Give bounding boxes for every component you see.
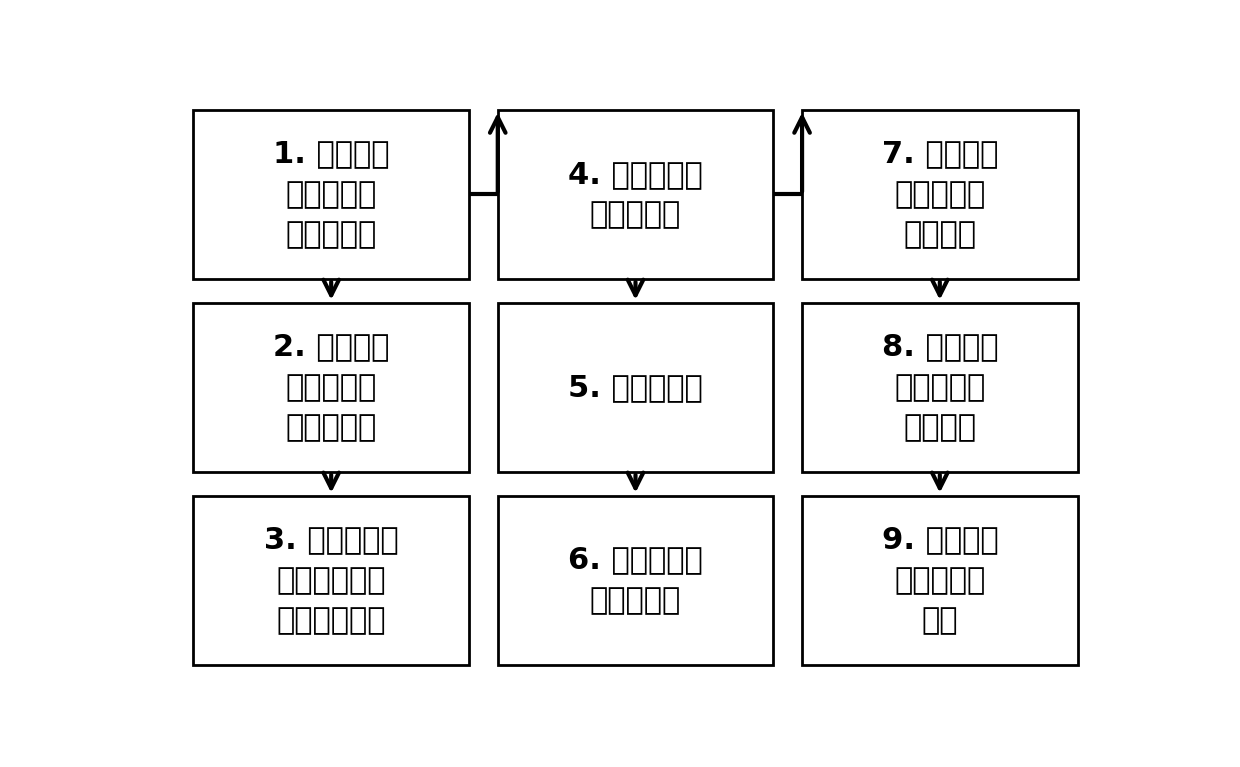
Bar (497, 303, 774, 472)
Text: 4. 通过光刻形
成电极形状: 4. 通过光刻形 成电极形状 (568, 160, 703, 229)
Bar (497, 110, 774, 279)
Text: 9. 通过刻蚀
将氮化硼图
形化: 9. 通过刻蚀 将氮化硼图 形化 (882, 525, 998, 635)
Text: 6. 通过剥离形
成金属电极: 6. 通过剥离形 成金属电极 (568, 545, 703, 615)
Bar (193, 495, 469, 665)
Text: 5. 沉积金属层: 5. 沉积金属层 (568, 373, 703, 402)
Bar (802, 110, 1078, 279)
Bar (802, 495, 1078, 665)
Text: 8. 将氮化硼
转移至柔性
基底表面: 8. 将氮化硼 转移至柔性 基底表面 (882, 332, 998, 443)
Bar (193, 303, 469, 472)
Text: 2. 将二硒化
钨转移至柔
性基底表面: 2. 将二硒化 钨转移至柔 性基底表面 (273, 332, 389, 443)
Bar (497, 495, 774, 665)
Text: 7. 采用化学
气相沉积制
备氮化硼: 7. 采用化学 气相沉积制 备氮化硼 (882, 140, 998, 249)
Bar (802, 303, 1078, 472)
Text: 1. 采用化学
气相沉积制
备二硒化钨: 1. 采用化学 气相沉积制 备二硒化钨 (273, 140, 389, 249)
Bar (193, 110, 469, 279)
Text: 3. 通过光刻，
干法刻蚀使二
硒化钨图形化: 3. 通过光刻， 干法刻蚀使二 硒化钨图形化 (264, 525, 398, 635)
